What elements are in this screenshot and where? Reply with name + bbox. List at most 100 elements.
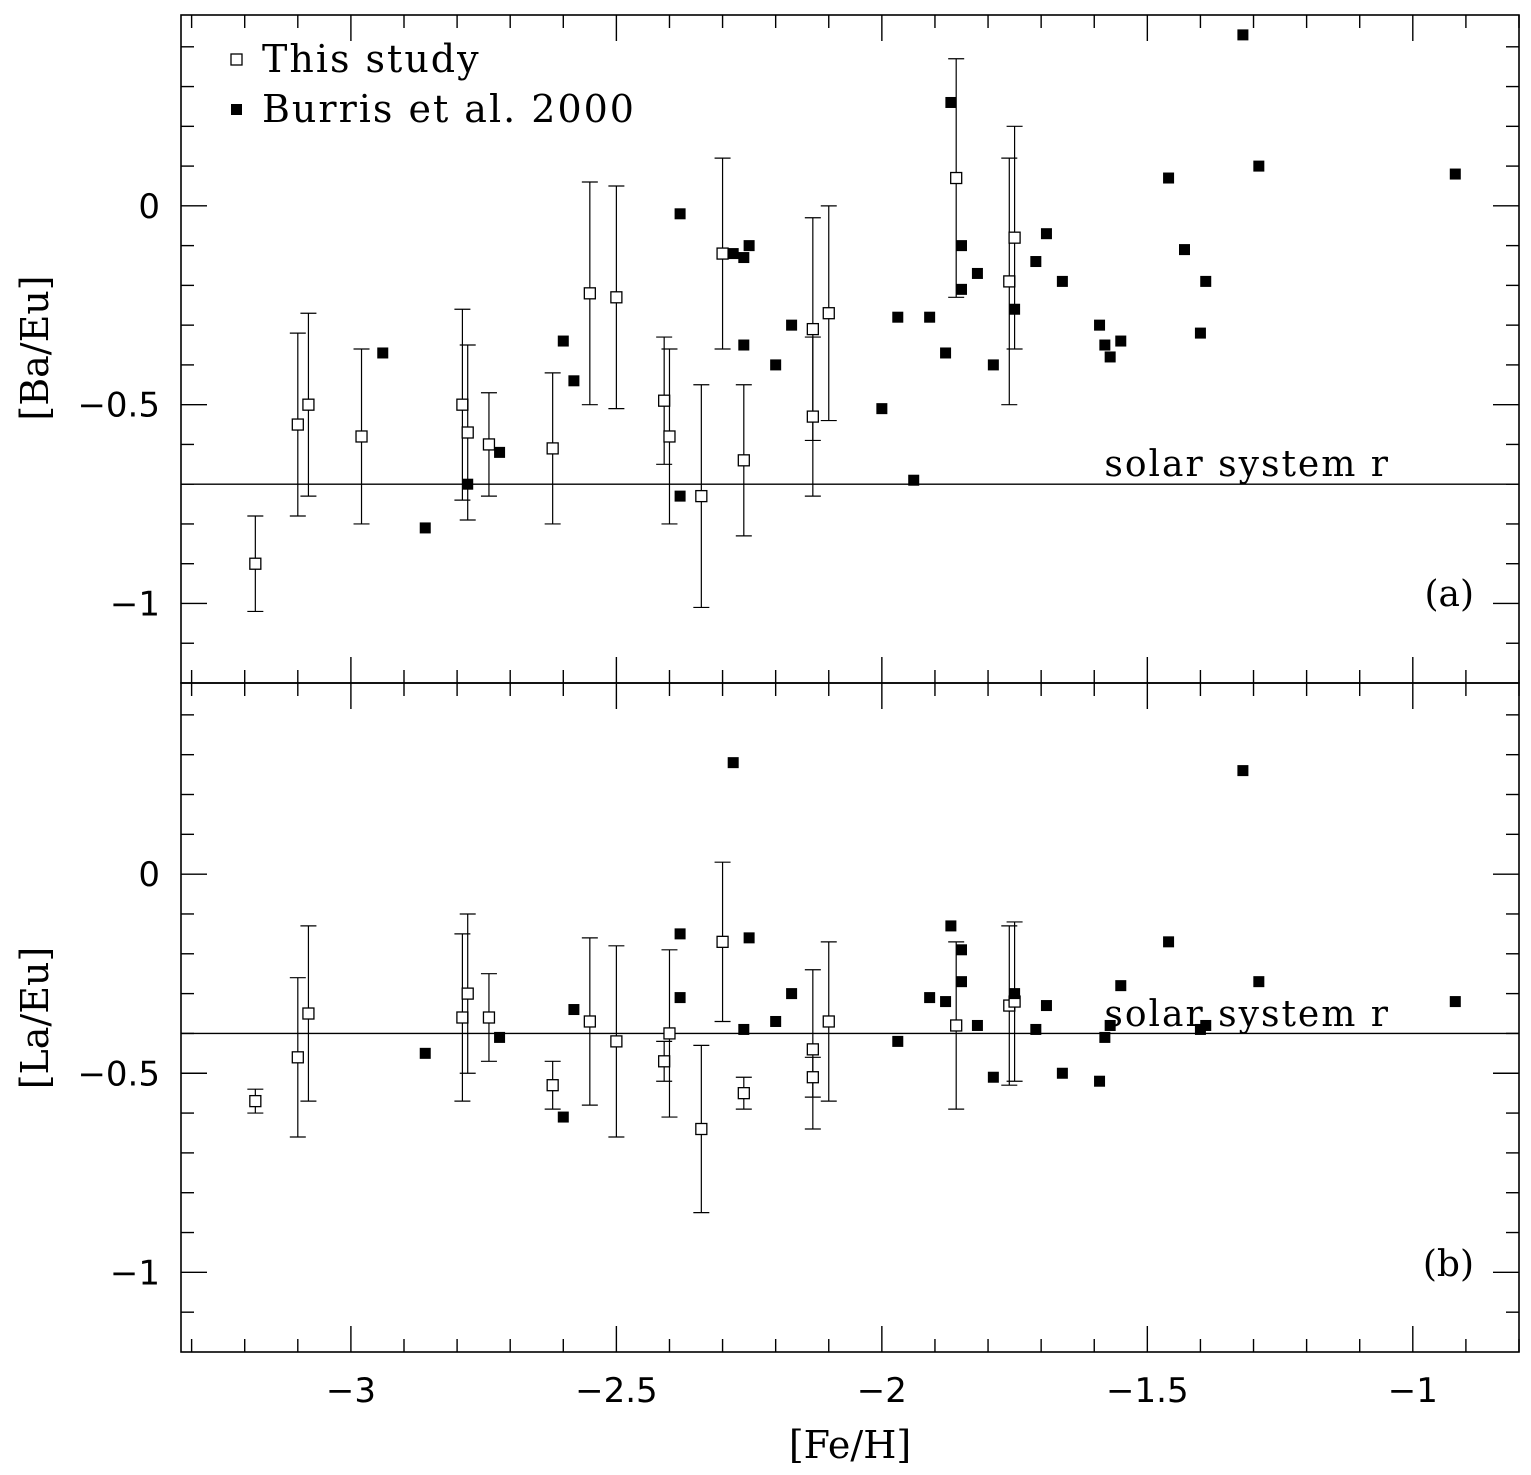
burris-point-b [743, 932, 755, 944]
burris-point-b [924, 992, 936, 1004]
burris-point-b [1237, 765, 1249, 777]
x-tick-label: −3 [326, 1371, 376, 1411]
this-study-point-a [1008, 231, 1021, 244]
burris-point-b [770, 1015, 782, 1027]
this-study-point-b [658, 1055, 671, 1068]
burris-point-a [1253, 160, 1265, 172]
x-tick-label: −2 [857, 1371, 907, 1411]
burris-point-b [674, 992, 686, 1004]
panel-label-a: (a) [1424, 574, 1474, 615]
burris-point-a [377, 347, 389, 359]
this-study-point-a [806, 410, 819, 423]
burris-point-a [1115, 335, 1127, 347]
burris-point-a [1094, 319, 1106, 331]
reference-label-a: solar system r [1104, 444, 1390, 485]
burris-point-a [1449, 168, 1461, 180]
this-study-point-a [950, 171, 963, 185]
this-study-point-b [610, 1035, 623, 1048]
this-study-point-a [249, 557, 262, 570]
burris-point-a [971, 267, 983, 279]
burris-point-b [419, 1047, 431, 1059]
burris-point-b [1040, 1000, 1052, 1012]
burris-point-a [940, 347, 952, 359]
burris-point-a [945, 96, 957, 108]
x-tick-label: −1 [1388, 1371, 1438, 1411]
x-tick-label: −1.5 [1106, 1371, 1189, 1411]
this-study-point-b [482, 1011, 496, 1024]
this-study-point-a [482, 438, 496, 451]
burris-point-a [770, 359, 782, 371]
burris-point-a [462, 478, 474, 490]
burris-point-a [743, 240, 755, 252]
legend-label-this-study: This study [262, 37, 481, 81]
burris-point-b [494, 1031, 506, 1043]
this-study-point-a [302, 398, 315, 411]
burris-point-b [956, 976, 967, 988]
this-study-point-b [291, 1051, 304, 1064]
burris-point-b [727, 757, 739, 769]
burris-point-b [1030, 1023, 1042, 1035]
reference-label-b: solar system r [1104, 994, 1390, 1035]
burris-point-b [892, 1035, 904, 1047]
this-study-point-b [456, 1011, 469, 1024]
burris-point-a [419, 522, 431, 534]
burris-point-a [1104, 351, 1116, 363]
burris-point-a [674, 490, 686, 502]
burris-point-b [1163, 936, 1175, 948]
this-study-point-b [302, 1007, 315, 1020]
burris-point-a [956, 283, 967, 295]
this-study-point-b [806, 1043, 819, 1056]
burris-point-b [738, 1023, 750, 1035]
this-study-point-b [716, 935, 729, 948]
panel-a-ba-eu: 0 −0.5 −1 [77, 14, 1520, 684]
y-tick-label-b: −0.5 [77, 1054, 160, 1094]
this-study-point-a [695, 489, 708, 503]
y-tick-label-b: −1 [110, 1253, 160, 1293]
this-study-point-a [461, 426, 474, 439]
this-study-point-b [583, 1015, 596, 1028]
this-study-point-a [291, 418, 304, 431]
burris-point-b [1094, 1075, 1106, 1087]
burris-point-b [971, 1019, 983, 1031]
burris-point-b [1009, 988, 1021, 1000]
burris-point-a [738, 252, 750, 264]
this-study-point-b [663, 1027, 676, 1040]
this-study-point-a [355, 430, 368, 443]
burris-point-b [1200, 1019, 1212, 1031]
burris-point-a [1237, 29, 1249, 41]
legend-filled-square-marker [231, 104, 242, 115]
burris-point-a [727, 248, 739, 260]
this-study-point-b [249, 1094, 262, 1108]
burris-point-a [568, 375, 580, 387]
burris-point-a [1056, 275, 1068, 287]
this-study-point-a [822, 307, 835, 320]
shared-axis-labels: [Ba/Eu] [La/Eu] [Fe/H] (a) (b) solar sys… [13, 37, 1474, 1467]
this-study-point-a [546, 442, 559, 455]
burris-point-a [1040, 228, 1052, 240]
this-study-point-a [806, 322, 819, 336]
y-tick-label-a: 0 [138, 187, 160, 227]
burris-point-b [956, 944, 967, 956]
burris-point-a [876, 403, 888, 415]
burris-point-a [956, 240, 967, 252]
burris-point-a [1009, 303, 1021, 315]
burris-point-a [1030, 256, 1042, 268]
burris-point-b [1115, 980, 1127, 992]
this-study-point-b [950, 1019, 963, 1032]
burris-point-a [1200, 275, 1212, 287]
this-study-point-b [695, 1122, 708, 1136]
legend-label-burris: Burris et al. 2000 [262, 87, 636, 131]
burris-point-b [786, 988, 798, 1000]
burris-point-a [1194, 327, 1206, 339]
burris-point-a [892, 311, 904, 323]
burris-point-b [1253, 976, 1265, 988]
this-study-point-b [461, 987, 474, 1000]
burris-point-b [1099, 1031, 1111, 1043]
burris-point-b [568, 1004, 580, 1016]
burris-point-a [557, 335, 569, 347]
this-study-point-a [658, 394, 671, 407]
burris-point-a [494, 446, 506, 458]
xlabel: [Fe/H] [789, 1423, 911, 1467]
burris-point-b [1449, 996, 1461, 1008]
burris-point-a [1163, 172, 1175, 184]
